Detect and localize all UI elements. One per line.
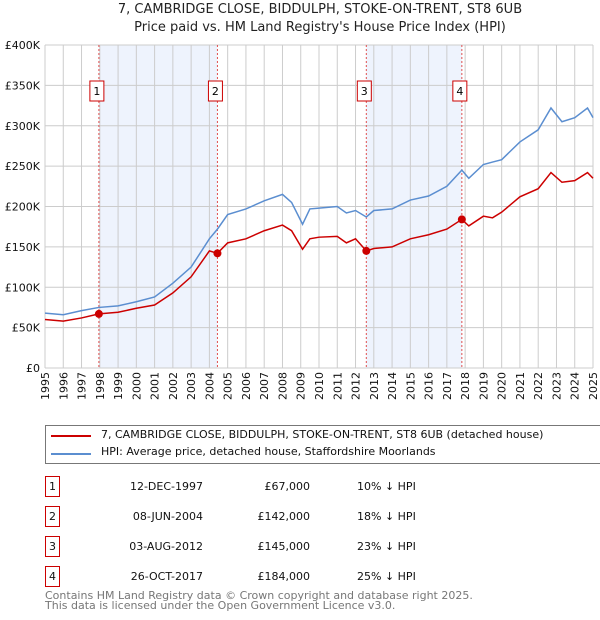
footer-line-1: Contains HM Land Registry data © Crown c… [45, 589, 473, 602]
plot-area: 1995 1996 1997 1998 1999 2000 2001 2002 2003 2004… [5, 39, 600, 400]
x-tick-label: 1998 [94, 372, 107, 400]
x-tick-label: 2021 [514, 372, 527, 400]
price-paid-line [44, 171, 594, 322]
y-tick-label: £300K [5, 120, 41, 133]
sale-number: 1 [45, 476, 60, 497]
sale-label: 1 [93, 85, 100, 98]
sale-number: 2 [45, 506, 60, 527]
x-tick-label: 2004 [203, 372, 216, 400]
sale-number: 3 [45, 536, 60, 557]
hpi-line [44, 106, 594, 316]
x-tick-label: 2022 [532, 372, 545, 400]
sale-marker [457, 215, 466, 224]
sale-date: 03-AUG-2012 [129, 540, 203, 553]
footer-line-2: This data is licensed under the Open Gov… [45, 599, 396, 612]
x-tick-label: 2019 [477, 372, 490, 400]
chart-title: 7, CAMBRIDGE CLOSE, BIDDULPH, STOKE-ON-T… [117, 2, 523, 17]
y-tick-label: £250K [5, 160, 41, 173]
sale-hpi-diff: 18% ↓ HPI [357, 510, 416, 523]
legend-label-price: 7, CAMBRIDGE CLOSE, BIDDULPH, STOKE-ON-T… [101, 428, 544, 441]
sale-date: 26-OCT-2017 [130, 570, 203, 583]
chart-subtitle: Price paid vs. HM Land Registry's House … [134, 20, 506, 35]
x-tick-label: 2007 [258, 372, 271, 400]
y-tick-label: £50K [12, 322, 41, 335]
x-tick-label: 2009 [295, 372, 308, 400]
x-tick-label: 1999 [112, 372, 125, 400]
sale-label-box [207, 80, 223, 102]
sale-marker [213, 249, 222, 258]
sale-label-box [452, 80, 468, 102]
sale-number: 4 [45, 566, 60, 587]
x-tick-label: 2010 [313, 372, 326, 400]
y-tick-label: £100K [5, 281, 41, 294]
x-tick-label: 1996 [57, 372, 70, 400]
legend-swatch-hpi [51, 453, 91, 455]
sale-label-box [356, 80, 372, 102]
x-tick-label: 2020 [496, 372, 509, 400]
x-tick-label: 2016 [423, 372, 436, 400]
sale-price: £145,000 [257, 540, 311, 553]
x-tick-label: 2017 [441, 372, 454, 400]
sale-marker [94, 309, 103, 318]
x-tick-label: 2005 [222, 372, 235, 400]
x-tick-label: 2003 [185, 372, 198, 400]
y-tick-label: £350K [5, 79, 41, 92]
x-tick-label: 1995 [39, 372, 52, 400]
sale-hpi-diff: 23% ↓ HPI [357, 540, 416, 553]
sale-hpi-diff: 25% ↓ HPI [357, 570, 416, 583]
sale-marker [362, 246, 371, 255]
x-tick-label: 2008 [276, 372, 289, 400]
sale-label: 2 [212, 85, 219, 98]
x-tick-label: 2025 [587, 372, 600, 400]
x-tick-label: 2023 [550, 372, 563, 400]
x-tick-label: 2001 [149, 372, 162, 400]
x-tick-label: 2018 [459, 372, 472, 400]
y-tick-label: £150K [5, 241, 41, 254]
x-tick-label: 2002 [167, 372, 180, 400]
legend-swatch-price [51, 435, 91, 437]
sale-price: £184,000 [257, 570, 311, 583]
x-tick-label: 2024 [569, 372, 582, 400]
y-tick-label: £0 [26, 362, 40, 375]
sale-label: 4 [456, 85, 463, 98]
x-tick-label: 1997 [76, 372, 89, 400]
x-tick-label: 2014 [386, 372, 399, 400]
x-tick-label: 2006 [240, 372, 253, 400]
y-tick-label: £200K [5, 201, 41, 214]
sale-hpi-diff: 10% ↓ HPI [357, 480, 416, 493]
sale-label: 3 [361, 85, 368, 98]
x-tick-label: 2013 [368, 372, 381, 400]
sale-price: £67,000 [264, 480, 311, 493]
sale-label-box [89, 80, 105, 102]
sale-date: 12-DEC-1997 [129, 480, 203, 493]
x-tick-label: 2000 [130, 372, 143, 400]
x-tick-label: 2012 [350, 372, 363, 400]
sale-price: £142,000 [257, 510, 311, 523]
sale-date: 08-JUN-2004 [132, 510, 203, 523]
legend-label-hpi: HPI: Average price, detached house, Staf… [101, 445, 436, 458]
x-tick-label: 2015 [404, 372, 417, 400]
x-tick-label: 2011 [331, 372, 344, 400]
y-tick-label: £400K [5, 39, 41, 52]
legend: 7, CAMBRIDGE CLOSE, BIDDULPH, STOKE-ON-T… [45, 425, 600, 464]
